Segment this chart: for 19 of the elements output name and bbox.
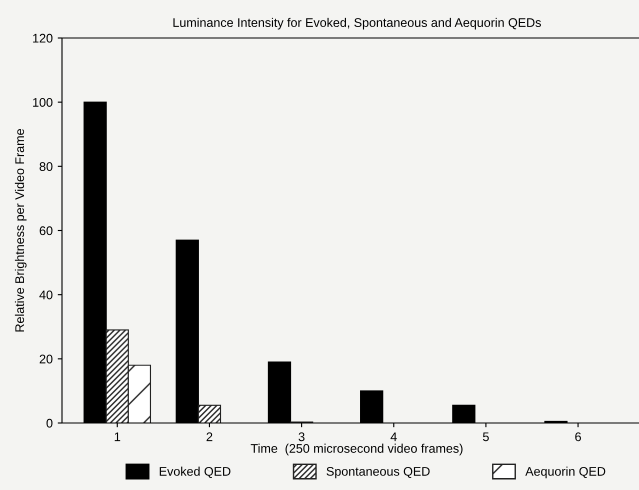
y-tick-label: 20 xyxy=(40,354,52,364)
y-tick-label: 100 xyxy=(33,98,52,107)
y-axis-title: Relative Brightness per Video Frame xyxy=(14,129,27,332)
chart-title: Luminance Intensity for Evoked, Spontaneous and Aequorin QEDs xyxy=(173,18,541,30)
x-axis-title: Time (250 microsecond video frames) xyxy=(250,444,463,456)
y-tick-label: 120 xyxy=(33,34,52,43)
y-tick-label: 0 xyxy=(46,418,52,428)
legend-label: Aequorin QED xyxy=(525,466,606,478)
legend-label: Evoked QED xyxy=(160,466,230,478)
x-tick-label: 6 xyxy=(575,432,581,442)
x-tick-label: 1 xyxy=(114,432,120,442)
y-tick-label: 60 xyxy=(40,226,52,236)
legend-label: Spontaneous QED xyxy=(326,466,430,478)
x-tick-label: 4 xyxy=(390,432,397,442)
y-tick-label: 80 xyxy=(40,162,52,171)
x-tick-label: 2 xyxy=(206,432,212,442)
x-tick-label: 3 xyxy=(298,432,305,442)
y-tick-label: 40 xyxy=(39,290,52,300)
x-tick-label: 5 xyxy=(482,432,489,442)
